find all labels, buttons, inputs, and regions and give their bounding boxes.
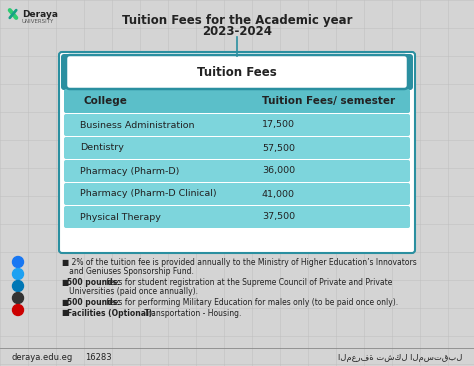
Text: College: College bbox=[84, 96, 128, 106]
Text: deraya.edu.eg: deraya.edu.eg bbox=[12, 352, 73, 362]
Text: 500 pounds:: 500 pounds: bbox=[67, 298, 120, 307]
Text: Transportation - Housing.: Transportation - Housing. bbox=[142, 309, 241, 317]
Text: المعرفة تشكل المستقبل: المعرفة تشكل المستقبل bbox=[337, 352, 462, 362]
Circle shape bbox=[12, 305, 24, 315]
FancyBboxPatch shape bbox=[66, 55, 408, 89]
Text: Tuition Fees: Tuition Fees bbox=[197, 67, 277, 79]
FancyBboxPatch shape bbox=[64, 160, 410, 182]
FancyBboxPatch shape bbox=[59, 52, 415, 253]
Text: ■: ■ bbox=[62, 278, 72, 287]
FancyArrowPatch shape bbox=[10, 10, 16, 18]
Text: Pharmacy (Pharm-D Clinical): Pharmacy (Pharm-D Clinical) bbox=[80, 190, 217, 198]
Text: 57,500: 57,500 bbox=[262, 143, 295, 153]
Text: Physical Therapy: Physical Therapy bbox=[80, 213, 161, 221]
Text: ■: ■ bbox=[62, 298, 72, 307]
Text: Pharmacy (Pharm-D): Pharmacy (Pharm-D) bbox=[80, 167, 179, 176]
FancyBboxPatch shape bbox=[61, 54, 413, 90]
Text: 36,000: 36,000 bbox=[262, 167, 295, 176]
Text: 37,500: 37,500 bbox=[262, 213, 295, 221]
Text: 2023-2024: 2023-2024 bbox=[202, 25, 272, 38]
FancyBboxPatch shape bbox=[64, 137, 410, 159]
Text: 500 pounds:: 500 pounds: bbox=[67, 278, 120, 287]
Text: Facilities (Optional):: Facilities (Optional): bbox=[67, 309, 155, 317]
FancyBboxPatch shape bbox=[64, 206, 410, 228]
Text: 17,500: 17,500 bbox=[262, 120, 295, 130]
Text: ■: ■ bbox=[62, 309, 72, 317]
Circle shape bbox=[12, 292, 24, 303]
Circle shape bbox=[12, 269, 24, 280]
Text: fees for student registration at the Supreme Council of Private and Private: fees for student registration at the Sup… bbox=[104, 278, 393, 287]
Circle shape bbox=[12, 257, 24, 268]
Text: and Geniuses Sponsorship Fund.: and Geniuses Sponsorship Fund. bbox=[62, 268, 194, 276]
Text: Tuition Fees/ semester: Tuition Fees/ semester bbox=[262, 96, 395, 106]
Text: Universities (paid once annually).: Universities (paid once annually). bbox=[62, 288, 198, 296]
FancyBboxPatch shape bbox=[64, 183, 410, 205]
FancyArrowPatch shape bbox=[10, 10, 16, 18]
FancyBboxPatch shape bbox=[64, 89, 410, 113]
Text: Business Administration: Business Administration bbox=[80, 120, 194, 130]
Text: Tuition Fees for the Academic year: Tuition Fees for the Academic year bbox=[122, 14, 352, 27]
Circle shape bbox=[12, 280, 24, 291]
Text: UNIVERSITY: UNIVERSITY bbox=[22, 19, 54, 24]
Text: fees for performing Military Education for males only (to be paid once only).: fees for performing Military Education f… bbox=[104, 298, 399, 307]
Text: 16283: 16283 bbox=[85, 352, 111, 362]
Text: 41,000: 41,000 bbox=[262, 190, 295, 198]
FancyBboxPatch shape bbox=[64, 114, 410, 136]
Text: ■ 2% of the tuition fee is provided annually to the Ministry of Higher Education: ■ 2% of the tuition fee is provided annu… bbox=[62, 258, 417, 267]
Text: Dentistry: Dentistry bbox=[80, 143, 124, 153]
Text: Deraya: Deraya bbox=[22, 10, 58, 19]
